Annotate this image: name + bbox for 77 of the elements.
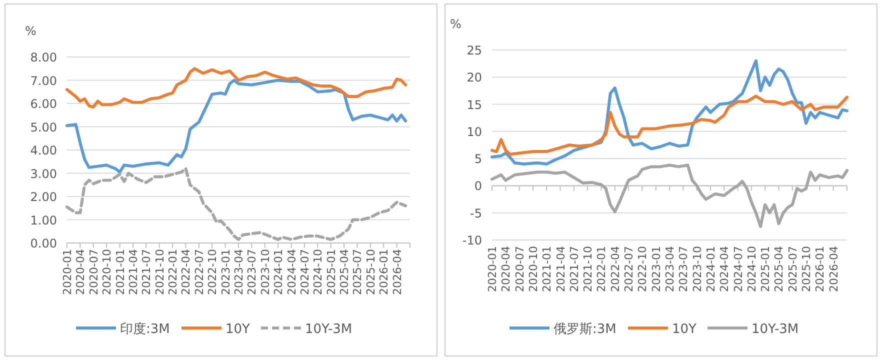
x-tick-label: 2020-07 (87, 249, 100, 295)
x-tick-label: 2022-10 (206, 249, 220, 295)
x-tick-label: 2023-07 (246, 249, 259, 295)
x-tick-label: 2025-01 (759, 246, 772, 292)
y-tick-label: 25 (466, 44, 482, 58)
y-tick-label: 0 (474, 179, 482, 194)
legend-label: 印度:3M (120, 321, 170, 337)
x-tick-label: 2021-10 (582, 246, 595, 292)
y-tick-label: 6.00 (30, 97, 57, 111)
x-tick-label: 2020-01 (486, 246, 499, 292)
legend-label: 10Y-3M (752, 322, 799, 337)
x-tick-label: 2024-01 (272, 249, 286, 295)
x-tick-label: 2025-01 (324, 249, 338, 295)
x-tick-label: 2024-07 (298, 249, 312, 295)
x-tick-label: 2022-07 (622, 246, 636, 292)
x-tick-label: 2021-07 (568, 246, 581, 292)
x-tick-label: 2026-01 (378, 249, 391, 295)
y-tick-label: 0.00 (30, 236, 57, 250)
y-tick-label: -5 (470, 206, 482, 220)
y-tick-label: 5.00 (30, 120, 57, 134)
legend-label: 10Y-3M (305, 322, 352, 337)
x-tick-label: 2024-04 (718, 246, 732, 292)
legend-label: 10Y (672, 322, 697, 337)
y-axis-title: % (25, 24, 36, 38)
y-tick-label: 5 (474, 152, 482, 166)
x-tick-label: 2025-04 (338, 249, 352, 295)
y-tick-label: 1.00 (30, 213, 57, 228)
x-tick-label: 2022-10 (636, 246, 650, 292)
y-tick-label: 2.00 (30, 190, 57, 204)
y-tick-label: 10 (466, 124, 482, 139)
x-tick-label: 2026-04 (390, 249, 404, 295)
x-tick-label: 2020-01 (61, 249, 74, 295)
x-tick-label: 2023-07 (677, 246, 690, 292)
x-tick-label: 2023-01 (219, 249, 232, 295)
x-tick-label: 2024-07 (732, 246, 745, 292)
y-tick-label: 20 (466, 70, 482, 85)
y-tick-label: 15 (466, 98, 482, 112)
legend-label: 俄罗斯:3M (554, 322, 616, 337)
x-tick-label: 2021-07 (140, 249, 154, 295)
x-tick-label: 2020-10 (526, 246, 540, 292)
x-tick-label: 2020-04 (74, 249, 88, 295)
y-tick-label: 7.00 (30, 74, 57, 88)
x-tick-label: 2025-07 (786, 246, 800, 292)
y-axis-title: % (450, 17, 462, 31)
y-tick-label: 8.00 (30, 50, 57, 64)
x-tick-label: 2023-01 (650, 246, 663, 292)
x-tick-label: 2021-01 (540, 246, 554, 292)
x-tick-label: 2020-07 (513, 246, 526, 292)
x-tick-label: 2020-04 (500, 246, 513, 292)
x-tick-label: 2022-04 (608, 246, 622, 292)
x-tick-label: 2025-10 (364, 249, 378, 295)
x-tick-label: 2022-07 (192, 249, 206, 295)
legend-label: 10Y (226, 322, 250, 337)
x-tick-label: 2022-01 (166, 249, 180, 295)
x-tick-label: 2025-07 (351, 249, 364, 295)
x-tick-label: 2023-10 (258, 249, 272, 295)
y-tick-label: -10 (462, 234, 482, 248)
x-tick-label: 2021-01 (114, 249, 127, 295)
x-tick-label: 2020-10 (100, 249, 114, 295)
x-tick-label: 2022-01 (595, 246, 608, 292)
y-tick-label: 4.00 (30, 144, 57, 158)
x-tick-label: 2022-04 (180, 249, 193, 295)
x-tick-label: 2021-04 (126, 249, 140, 295)
x-tick-label: 2026-04 (827, 246, 840, 292)
x-tick-label: 2021-10 (153, 249, 166, 295)
x-tick-label: 2024-10 (312, 249, 325, 295)
x-tick-label: 2025-04 (772, 246, 786, 292)
x-tick-label: 2023-10 (690, 246, 704, 292)
x-tick-label: 2025-10 (800, 246, 814, 292)
x-tick-label: 2023-04 (232, 249, 246, 295)
x-tick-label: 2024-01 (704, 246, 718, 292)
x-tick-label: 2024-04 (285, 249, 298, 295)
x-tick-label: 2026-01 (814, 246, 827, 292)
x-tick-label: 2021-04 (554, 246, 568, 292)
x-tick-label: 2024-10 (745, 246, 758, 292)
y-tick-label: 3.00 (30, 166, 57, 181)
x-tick-label: 2023-04 (664, 246, 676, 292)
